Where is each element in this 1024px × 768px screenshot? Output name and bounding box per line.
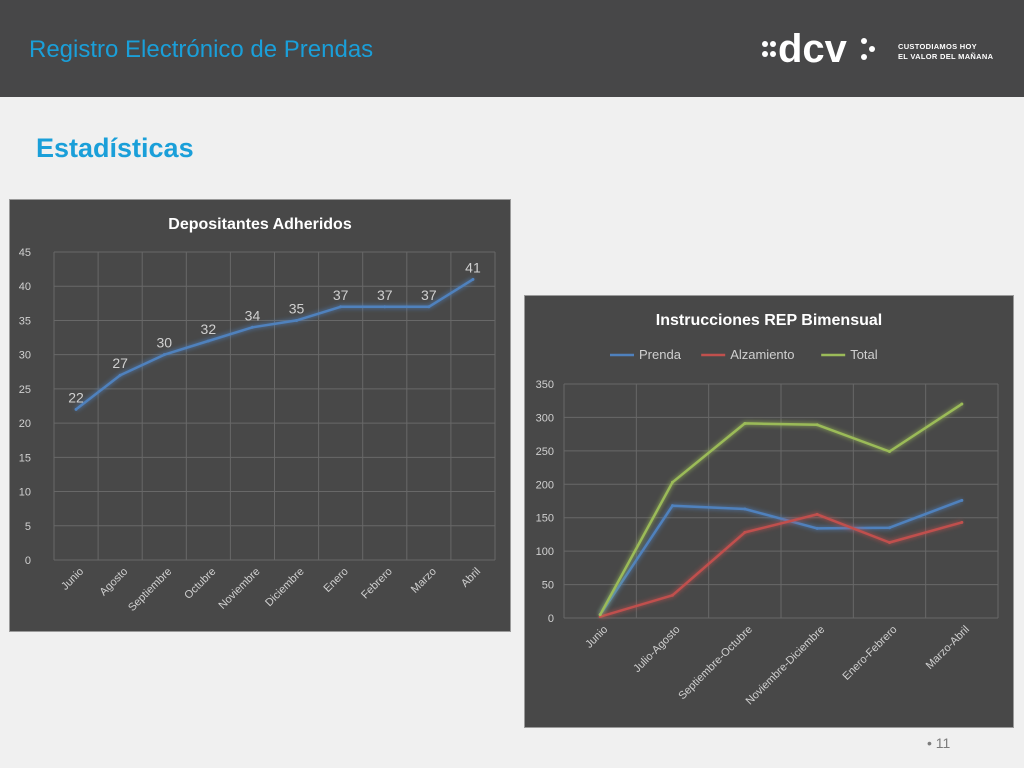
x-tick-label: Octubre [182,566,218,602]
data-point [598,613,602,617]
legend-label-total: Total [850,347,878,362]
data-point [671,480,674,484]
instrucciones-chart-svg: Instrucciones REP Bimensual 0 50 100 150 200 2… [536,312,999,708]
data-point [162,353,166,357]
page-number: • 11 [927,735,951,751]
y-tick-label: 15 [19,452,31,464]
dcv-logo-text: dcv [778,30,848,70]
x-tick-label: Enero [322,566,351,595]
x-tick-label: Septiembre-Octubre [676,624,755,703]
y-tick-label: 0 [548,613,554,625]
x-tick-label: Septiembre [126,566,174,614]
series-line-total [599,403,963,616]
data-point [815,423,819,427]
y-tick-label: 35 [19,315,31,327]
y-tick-label: 45 [19,247,31,259]
x-tick-label: Junio [583,624,610,651]
instrucciones-chart: Instrucciones REP Bimensual 0 50 100 150 200 2… [524,295,1014,728]
y-tick-label: 0 [25,555,31,567]
data-point [888,526,891,530]
data-point [815,526,819,530]
depositantes-chart: Depositantes Adheridos 0 5 10 15 20 25 30 35 40 45… [9,199,511,632]
data-label: 30 [156,335,172,351]
data-label: 41 [465,259,481,275]
x-tick-label: Agosto [98,566,131,599]
data-point [206,339,210,343]
x-tick-label: Marzo [409,566,439,596]
x-tick-label: Abril [459,566,483,590]
y-tick-label: 250 [536,446,554,458]
y-tick-label: 5 [25,521,31,533]
chart-title: Depositantes Adheridos [168,216,352,233]
y-tick-label: 200 [536,479,554,491]
data-point [815,512,819,516]
data-label: 27 [112,355,128,371]
data-point [471,277,475,281]
legend-label-prenda: Prenda [639,347,682,362]
x-tick-label: Marzo-Abril [924,624,972,672]
x-tick-label: Noviembre-Diciembre [744,624,828,708]
data-point [743,507,747,511]
y-tick-label: 40 [19,281,31,293]
dcv-logo-mark: dcv [762,30,875,70]
chart-title: Instrucciones REP Bimensual [656,312,882,329]
x-tick-label: Junio [59,566,86,593]
y-tick-label: 30 [19,350,31,362]
data-point [960,520,964,524]
legend-label-alzamiento: Alzamiento [730,347,794,362]
y-tick-label: 150 [536,513,554,525]
data-point [383,305,387,309]
data-label: 32 [201,321,217,337]
tagline-line-1: CUSTODIAMOS HOY [898,42,977,51]
y-tick-label: 50 [542,580,554,592]
data-point [74,407,78,411]
series-line-values [75,278,474,411]
dcv-logo: dcv CUSTODIAMOS HOY EL VALOR DEL MAÑANA [760,30,1010,70]
x-tick-label: Julio-Agosto [631,624,682,675]
y-tick-label: 10 [19,487,31,499]
y-tick-label: 350 [536,379,554,391]
tagline-line-2: EL VALOR DEL MAÑANA [898,52,994,61]
data-label: 37 [377,287,393,303]
data-point [250,325,254,329]
data-label: 22 [68,389,84,405]
data-point [960,498,964,502]
data-point [118,373,122,377]
data-point [960,402,964,406]
data-point [427,305,431,309]
x-tick-label: Febrero [359,566,395,602]
data-label: 37 [333,287,349,303]
y-tick-label: 25 [19,384,31,396]
series-line-prenda [599,499,963,616]
data-point [743,421,747,425]
section-title: Estadísticas [36,133,194,163]
data-label: 37 [421,287,437,303]
logo-tagline: CUSTODIAMOS HOY EL VALOR DEL MAÑANA [898,42,993,62]
data-point [339,305,343,309]
data-label: 34 [245,307,261,323]
data-point [888,540,891,544]
y-tick-label: 300 [536,412,554,424]
y-tick-label: 20 [19,418,31,430]
x-tick-label: Noviembre [216,566,262,612]
data-point [671,593,674,597]
data-point [295,318,299,322]
data-point [888,450,891,454]
data-label: 35 [289,300,305,316]
data-point [671,504,674,508]
series-line-alzamiento [599,513,963,618]
x-tick-label: Enero-Febrero [841,624,900,683]
y-tick-label: 100 [536,546,554,558]
x-tick-label: Diciembre [263,566,306,609]
depositantes-chart-svg: Depositantes Adheridos 0 5 10 15 20 25 30 35 40 45… [19,216,496,614]
header-title: Registro Electrónico de Prendas [29,36,374,63]
slide-header: Registro Electrónico de Prendas dcv CUST… [0,0,1024,97]
data-point [743,530,747,534]
